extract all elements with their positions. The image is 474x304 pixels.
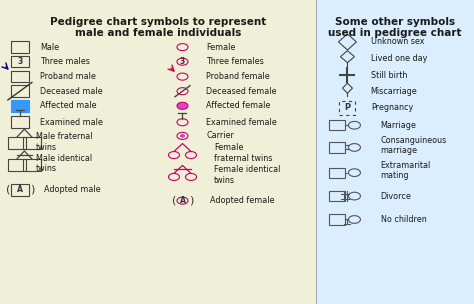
Bar	[329, 142, 346, 153]
Bar	[11, 100, 29, 112]
Text: Adopted female: Adopted female	[210, 196, 275, 205]
Text: Divorce: Divorce	[381, 192, 411, 201]
Text: Adopted male: Adopted male	[44, 185, 101, 195]
Bar	[11, 56, 29, 67]
Text: ): )	[30, 185, 34, 195]
Text: Male: Male	[40, 43, 59, 52]
Text: Deceased male: Deceased male	[40, 87, 103, 96]
Text: (: (	[6, 185, 10, 195]
Text: Male identical
twins: Male identical twins	[36, 154, 92, 174]
Bar	[11, 41, 29, 53]
Text: A: A	[17, 185, 23, 195]
Bar	[11, 116, 29, 128]
Bar	[0, 0, 316, 304]
Text: Marriage: Marriage	[381, 121, 417, 130]
Bar	[329, 120, 346, 130]
Text: Three females: Three females	[206, 57, 264, 66]
Text: Examined male: Examined male	[40, 118, 103, 127]
Text: Pregnancy: Pregnancy	[372, 103, 414, 112]
Bar	[23, 137, 41, 149]
Text: No children: No children	[381, 215, 427, 224]
Text: P: P	[345, 103, 350, 112]
Bar	[23, 159, 41, 171]
Text: Three males: Three males	[40, 57, 90, 66]
Bar	[11, 184, 29, 196]
Text: Female: Female	[206, 43, 236, 52]
Bar	[11, 71, 29, 82]
Text: Male fraternal
twins: Male fraternal twins	[36, 132, 92, 152]
Text: Pedigree chart symbols to represent
male and female individuals: Pedigree chart symbols to represent male…	[50, 17, 266, 38]
Text: Female
fraternal twins: Female fraternal twins	[214, 143, 273, 163]
Bar	[11, 85, 29, 97]
Bar	[329, 214, 346, 225]
Bar	[329, 191, 346, 201]
Bar	[339, 101, 356, 115]
Text: Consanguineous
marriage: Consanguineous marriage	[381, 136, 447, 155]
Text: Extramarital
mating: Extramarital mating	[381, 161, 431, 180]
Text: 3: 3	[180, 57, 185, 66]
Bar	[329, 168, 346, 178]
Text: A: A	[180, 196, 185, 205]
Text: Lived one day: Lived one day	[371, 54, 427, 63]
Text: Miscarriage: Miscarriage	[371, 87, 418, 96]
Text: Examined female: Examined female	[206, 118, 277, 127]
Circle shape	[181, 135, 184, 137]
Text: Some other symbols
used in pedigree chart: Some other symbols used in pedigree char…	[328, 17, 462, 38]
Text: Female identical
twins: Female identical twins	[214, 165, 281, 185]
Bar	[8, 159, 26, 171]
Circle shape	[177, 102, 188, 109]
Text: Unknown sex: Unknown sex	[371, 37, 424, 47]
Bar	[316, 0, 474, 304]
Text: Affected female: Affected female	[206, 101, 271, 110]
Text: Still birth: Still birth	[371, 71, 407, 80]
Bar	[8, 137, 26, 149]
Text: Deceased female: Deceased female	[206, 87, 277, 96]
Text: ): )	[189, 196, 193, 206]
Text: Proband female: Proband female	[206, 72, 270, 81]
Text: 3: 3	[17, 57, 23, 66]
Text: Affected male: Affected male	[40, 101, 97, 110]
Text: Proband male: Proband male	[40, 72, 96, 81]
Text: Carrier: Carrier	[206, 131, 234, 140]
Text: (: (	[172, 196, 176, 206]
